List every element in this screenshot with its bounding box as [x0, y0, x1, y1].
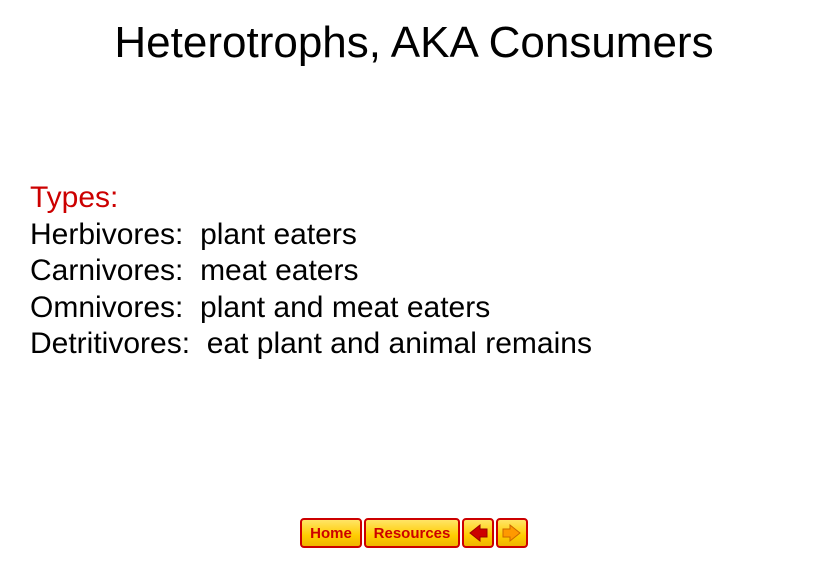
term-label: Herbivores: [30, 218, 183, 251]
definition-text: plant and meat eaters [200, 291, 490, 324]
slide-body: Types: Herbivores: plant eaters Carnivor… [30, 180, 592, 363]
list-item: Detritivores: eat plant and animal remai… [30, 326, 592, 363]
list-item: Carnivores: meat eaters [30, 253, 592, 290]
slide: Heterotrophs, AKA Consumers Types: Herbi… [0, 0, 828, 576]
resources-button[interactable]: Resources [364, 518, 460, 548]
arrow-left-icon [467, 523, 489, 543]
next-button[interactable] [496, 518, 528, 548]
term-label: Omnivores: [30, 291, 183, 324]
slide-title: Heterotrophs, AKA Consumers [0, 18, 828, 68]
definition-text: eat plant and animal remains [207, 327, 592, 360]
list-item: Herbivores: plant eaters [30, 217, 592, 254]
types-heading: Types: [30, 180, 592, 217]
list-item: Omnivores: plant and meat eaters [30, 290, 592, 327]
term-label: Detritivores: [30, 327, 190, 360]
home-button[interactable]: Home [300, 518, 362, 548]
prev-button[interactable] [462, 518, 494, 548]
definition-text: plant eaters [200, 218, 357, 251]
term-label: Carnivores: [30, 254, 183, 287]
arrow-right-icon [501, 523, 523, 543]
nav-bar: Home Resources [0, 518, 828, 548]
definition-text: meat eaters [200, 254, 358, 287]
